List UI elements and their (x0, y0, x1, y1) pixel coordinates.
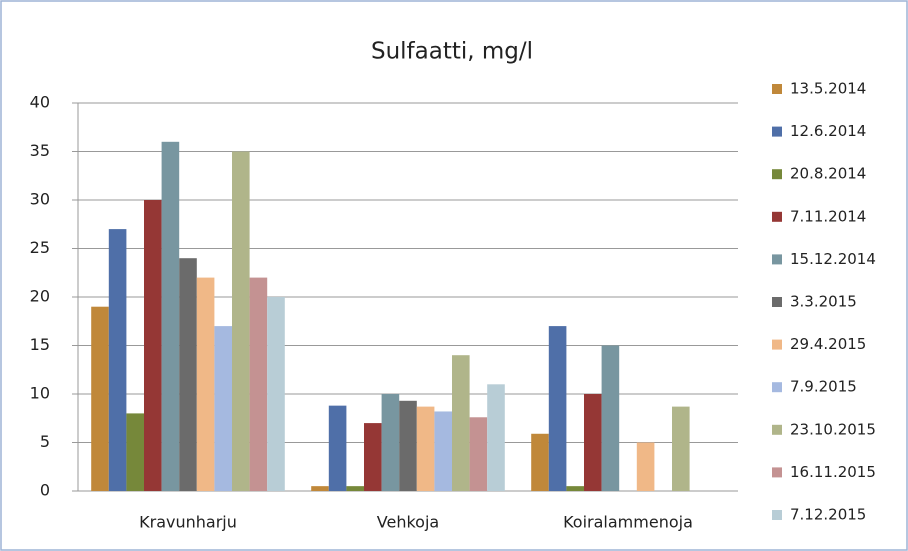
legend-label: 7.9.2015 (790, 378, 857, 396)
bar (161, 141, 180, 492)
legend-swatch (772, 510, 782, 520)
legend-label: 3.3.2015 (790, 293, 857, 311)
legend-swatch (772, 254, 782, 265)
legend-swatch (772, 169, 782, 180)
legend-swatch (772, 467, 782, 478)
chart-title: Sulfaatti, mg/l (371, 39, 533, 65)
bar (196, 277, 215, 491)
legend-label: 15.12.2014 (790, 250, 876, 268)
y-tick-label: 15 (30, 335, 50, 354)
bar (108, 229, 127, 491)
bar (566, 486, 584, 491)
legend-label: 16.11.2015 (790, 463, 876, 481)
x-tick-label: Vehkoja (377, 513, 439, 532)
legend-label: 29.4.2015 (790, 335, 866, 353)
bar (91, 306, 109, 491)
legend-swatch (772, 211, 782, 222)
legend-label: 23.10.2015 (790, 420, 876, 438)
legend-swatch (772, 424, 782, 435)
x-tick-label: Kravunharju (139, 513, 237, 532)
bar (126, 413, 144, 491)
legend-label: 13.5.2014 (790, 80, 866, 98)
y-tick-label: 30 (30, 190, 50, 209)
x-tick-label: Koiralammenoja (563, 513, 693, 532)
bar (601, 345, 620, 491)
bar (469, 417, 488, 491)
bar (548, 326, 567, 491)
legend-label: 20.8.2014 (790, 165, 866, 183)
legend-swatch (772, 84, 782, 94)
y-tick-label: 20 (30, 287, 50, 306)
bar (416, 406, 435, 491)
bar (311, 486, 329, 491)
bar (531, 433, 549, 491)
bar (179, 258, 197, 491)
legend-swatch (772, 382, 782, 393)
legend-label: 7.11.2014 (790, 207, 866, 225)
bar (636, 442, 655, 491)
bar (328, 405, 347, 491)
bar (434, 411, 452, 491)
bar (381, 394, 400, 491)
y-tick-label: 10 (30, 384, 50, 403)
bar (267, 297, 285, 491)
y-tick-label: 35 (30, 141, 50, 160)
bar (364, 423, 382, 491)
bar (232, 151, 250, 491)
legend-swatch (772, 126, 782, 137)
legend-swatch (772, 339, 782, 350)
bar (214, 326, 232, 491)
legend-label: 7.12.2015 (790, 506, 866, 524)
y-tick-label: 25 (30, 238, 50, 257)
bar (672, 406, 690, 491)
y-tick-label: 0 (40, 481, 50, 500)
bar (452, 355, 470, 491)
y-tick-label: 5 (40, 432, 50, 451)
bar (249, 277, 268, 491)
bar (346, 486, 364, 491)
bar (144, 200, 162, 491)
legend-swatch (772, 297, 782, 307)
bar (399, 400, 417, 491)
bar (487, 384, 505, 491)
bar (584, 394, 602, 491)
y-tick-label: 40 (30, 93, 50, 112)
legend-label: 12.6.2014 (790, 122, 866, 140)
